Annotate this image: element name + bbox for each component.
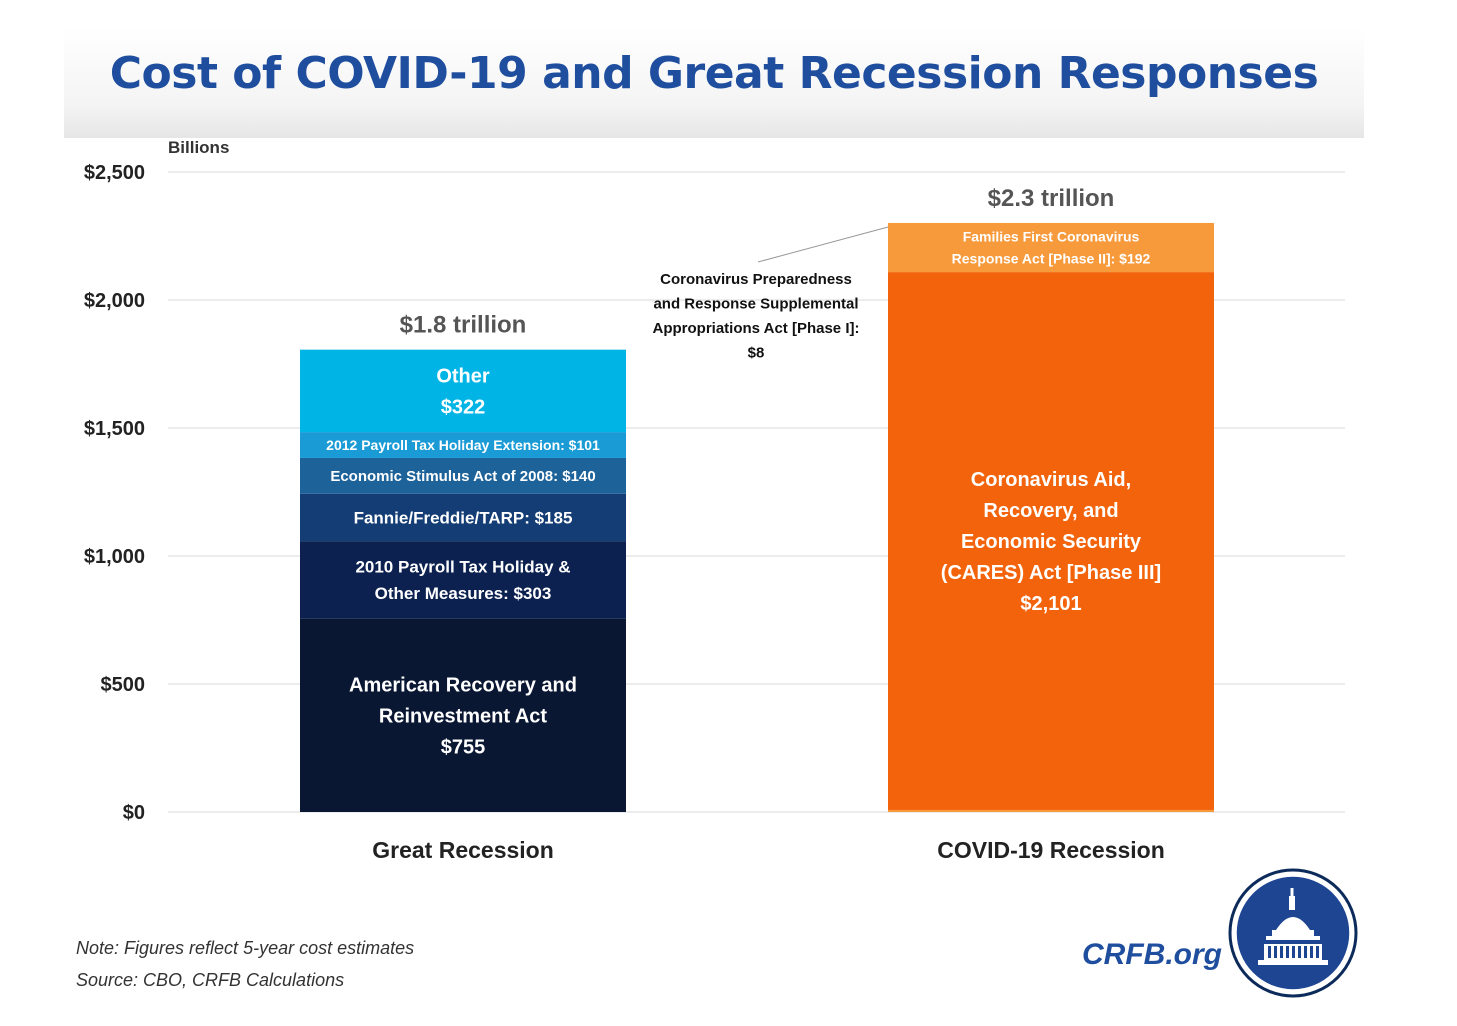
bar-total-label: $1.8 trillion — [400, 312, 527, 339]
y-tick-label: $1,500 — [84, 418, 145, 440]
bar-segment — [300, 349, 626, 433]
segment-label: Coronavirus Aid, — [971, 469, 1131, 491]
y-axis-label: Billions — [168, 138, 229, 157]
y-tick-label: $0 — [123, 802, 145, 824]
y-tick-label: $500 — [101, 674, 146, 696]
segment-label: American Recovery and — [349, 674, 577, 696]
x-category-label: COVID-19 Recession — [937, 837, 1165, 863]
segment-label: Fannie/Freddie/TARP: $185 — [354, 508, 573, 527]
bar-segment — [300, 541, 626, 619]
bar-segment — [888, 272, 1214, 810]
segment-label: Recovery, and — [983, 500, 1118, 522]
segment-label: Reinvestment Act — [379, 705, 548, 727]
segment-label: $322 — [441, 396, 486, 418]
segment-label: (CARES) Act [Phase III] — [941, 562, 1161, 584]
source-text: Source: CBO, CRFB Calculations — [76, 970, 345, 990]
bar-segment — [300, 618, 626, 812]
segment-label: Families First Coronavirus — [963, 229, 1140, 245]
bar-segment — [300, 432, 626, 458]
segment-label: Other — [436, 365, 490, 387]
y-tick-label: $2,500 — [84, 162, 145, 184]
segment-label: 2010 Payroll Tax Holiday & — [355, 558, 570, 577]
segment-label: $755 — [441, 736, 486, 758]
segment-label: 2012 Payroll Tax Holiday Extension: $101 — [326, 437, 600, 453]
annotation-text: Appropriations Act [Phase I]: — [653, 320, 860, 337]
y-tick-label: $2,000 — [84, 290, 145, 312]
x-category-label: Great Recession — [372, 837, 554, 863]
segment-label: $2,101 — [1020, 593, 1081, 615]
segment-label: Response Act [Phase II]: $192 — [952, 250, 1151, 266]
title-band: Cost of COVID-19 and Great Recession Res… — [64, 28, 1364, 138]
bar-segment — [888, 809, 1214, 812]
annotation-text: and Response Supplemental — [653, 296, 858, 313]
segment-label: Economic Stimulus Act of 2008: $140 — [330, 468, 595, 485]
crfb-brand-link[interactable]: CRFB.org — [1082, 938, 1222, 971]
annotation-leader-line — [757, 226, 889, 263]
chart-title: Cost of COVID-19 and Great Recession Res… — [109, 48, 1319, 99]
bar-segment — [300, 493, 626, 542]
segment-label: Economic Security — [961, 531, 1142, 553]
bar-segment — [300, 457, 626, 494]
segment-label: Other Measures: $303 — [375, 584, 552, 603]
bar-segment — [888, 222, 1214, 273]
annotation-text: $8 — [748, 345, 765, 362]
bar-total-label: $2.3 trillion — [988, 185, 1115, 212]
y-tick-label: $1,000 — [84, 546, 145, 568]
capitol-seal-logo — [1228, 868, 1358, 998]
annotation-text: Coronavirus Preparedness — [660, 271, 852, 288]
note-text: Note: Figures reflect 5-year cost estima… — [76, 938, 415, 958]
